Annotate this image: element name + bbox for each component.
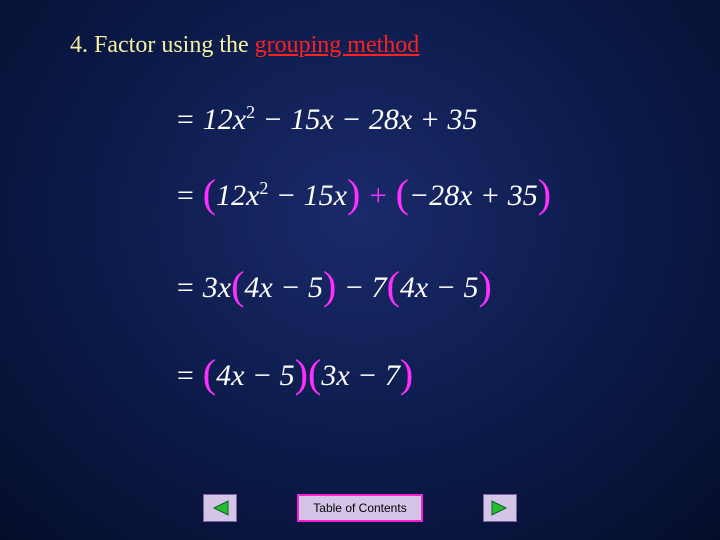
paren-close: ) bbox=[538, 171, 551, 216]
term: −28 bbox=[409, 179, 459, 212]
var-x: x bbox=[459, 179, 472, 212]
paren-open: ( bbox=[308, 351, 321, 396]
coef: 12 bbox=[203, 103, 233, 136]
instruction-highlight: grouping method bbox=[255, 32, 420, 58]
term: − 15 bbox=[268, 179, 333, 212]
equation-line-2: = (12x2 − 15x) + (−28x + 35) bbox=[175, 168, 551, 215]
var-x: x bbox=[259, 271, 272, 304]
var-x: x bbox=[246, 179, 259, 212]
term: − 5 bbox=[273, 271, 323, 304]
var-x: x bbox=[233, 103, 246, 136]
term: − 7 bbox=[350, 359, 400, 392]
paren-open: ( bbox=[203, 351, 216, 396]
paren-open: ( bbox=[203, 171, 216, 216]
var-x: x bbox=[231, 359, 244, 392]
paren-open: ( bbox=[387, 263, 400, 308]
coef: 3 bbox=[203, 271, 218, 304]
equation-line-3: = 3x(4x − 5) − 7(4x − 5) bbox=[175, 260, 492, 307]
term: − 7 bbox=[336, 271, 386, 304]
var-x: x bbox=[320, 103, 333, 136]
toc-button[interactable]: Table of Contents bbox=[297, 494, 422, 522]
eq-sign: = bbox=[175, 179, 203, 212]
next-button[interactable] bbox=[483, 494, 517, 522]
paren-close: ) bbox=[400, 351, 413, 396]
exponent: 2 bbox=[246, 102, 255, 122]
var-x: x bbox=[336, 359, 349, 392]
paren-open: ( bbox=[396, 171, 409, 216]
term: + 35 bbox=[412, 103, 477, 136]
var-x: x bbox=[218, 271, 231, 304]
nav-bar: Table of Contents bbox=[0, 494, 720, 522]
paren-close: ) bbox=[323, 263, 336, 308]
term: − 5 bbox=[428, 271, 478, 304]
prev-button[interactable] bbox=[203, 494, 237, 522]
var-x: x bbox=[415, 271, 428, 304]
paren-close: ) bbox=[295, 351, 308, 396]
toc-label: Table of Contents bbox=[313, 501, 406, 515]
instruction-prefix: 4. Factor using the bbox=[70, 32, 255, 58]
instruction-text: 4. Factor using the grouping method bbox=[70, 32, 419, 59]
arrow-left-icon bbox=[210, 499, 230, 517]
coef: 4 bbox=[244, 271, 259, 304]
paren-open: ( bbox=[231, 263, 244, 308]
var-x: x bbox=[399, 103, 412, 136]
term: − 15 bbox=[255, 103, 320, 136]
eq-sign: = bbox=[175, 271, 203, 304]
eq-sign: = bbox=[175, 359, 203, 392]
eq-sign: = bbox=[175, 103, 203, 136]
equation-line-1: = 12x2 − 15x − 28x + 35 bbox=[175, 102, 477, 137]
coef: 3 bbox=[321, 359, 336, 392]
coef: 4 bbox=[400, 271, 415, 304]
term: + 35 bbox=[472, 179, 537, 212]
paren-close: ) bbox=[478, 263, 491, 308]
equation-line-4: = (4x − 5)(3x − 7) bbox=[175, 348, 413, 395]
paren-close: ) bbox=[347, 171, 360, 216]
arrow-right-icon bbox=[490, 499, 510, 517]
plus-op: + bbox=[360, 179, 395, 212]
var-x: x bbox=[334, 179, 347, 212]
term: − 5 bbox=[244, 359, 294, 392]
coef: 12 bbox=[216, 179, 246, 212]
coef: 4 bbox=[216, 359, 231, 392]
term: − 28 bbox=[334, 103, 399, 136]
